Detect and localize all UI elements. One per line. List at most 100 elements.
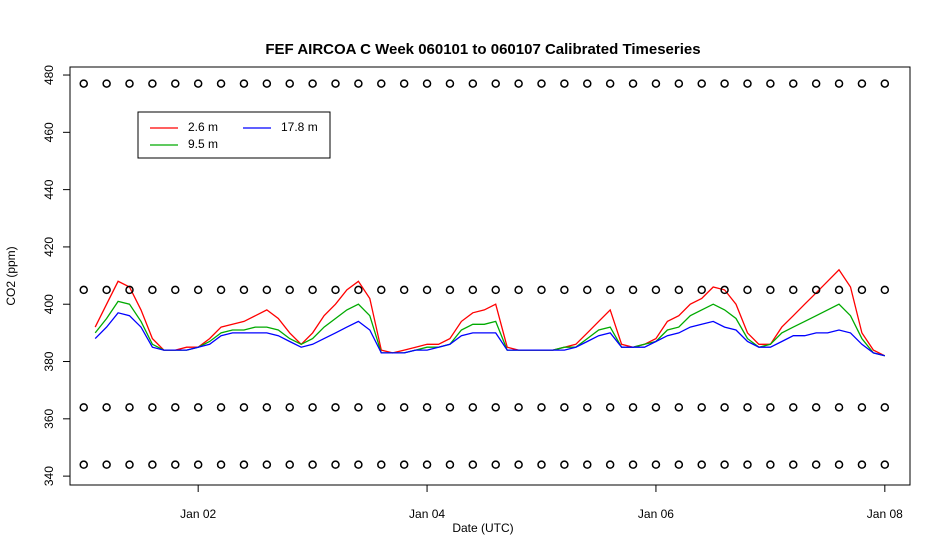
calibration-marker (834, 403, 844, 412)
calibration-marker (628, 285, 638, 295)
y-tick-label: 360 (42, 408, 56, 428)
calibration-marker (583, 460, 592, 469)
calibration-marker (834, 285, 844, 295)
calibration-marker (331, 403, 340, 412)
calibration-marker (148, 285, 157, 295)
y-tick-label: 340 (42, 466, 56, 486)
legend-label: 2.6 m (188, 120, 218, 134)
calibration-marker (605, 285, 615, 295)
calibration-marker (560, 403, 569, 412)
calibration-marker (399, 285, 409, 295)
calibration-marker (102, 79, 111, 88)
calibration-marker (880, 79, 890, 88)
calibration-marker (422, 403, 432, 412)
x-tick-label: Jan 08 (867, 507, 903, 521)
calibration-marker (125, 285, 134, 295)
calibration-marker (445, 285, 455, 295)
series-line (94, 268, 886, 357)
calibration-marker (102, 403, 111, 412)
calibration-marker (811, 79, 821, 88)
calibration-marker (308, 285, 317, 295)
calibration-marker (354, 460, 363, 469)
calibration-marker (377, 79, 386, 88)
calibration-marker (674, 403, 684, 412)
calibration-marker (560, 285, 569, 295)
calibration-marker (857, 460, 867, 469)
calibration-marker (697, 460, 706, 469)
x-axis-label: Date (UTC) (452, 521, 513, 535)
y-tick-label: 400 (42, 294, 56, 314)
calibration-marker (468, 79, 478, 88)
calibration-marker (193, 460, 203, 469)
x-tick-label: Jan 06 (638, 507, 674, 521)
calibration-marker (743, 460, 752, 469)
calibration-marker (491, 285, 500, 295)
calibration-marker (697, 79, 706, 88)
calibration-marker (880, 460, 890, 469)
plot-frame (69, 66, 911, 486)
calibration-marker (583, 403, 592, 412)
calibration-marker (583, 285, 592, 295)
calibration-marker (285, 403, 294, 412)
calibration-marker (674, 285, 684, 295)
calibration-marker (491, 460, 500, 469)
calibration-marker (239, 403, 249, 412)
calibration-marker (308, 460, 317, 469)
calibration-marker (468, 285, 478, 295)
calibration-marker (651, 403, 661, 412)
calibration-marker (125, 403, 134, 412)
calibration-marker (354, 79, 363, 88)
calibration-marker (79, 79, 88, 88)
calibration-marker (193, 79, 203, 88)
calibration-marker (422, 285, 432, 295)
calibration-marker (857, 403, 867, 412)
calibration-marker (422, 79, 432, 88)
calibration-marker (697, 403, 706, 412)
calibration-marker (560, 79, 569, 88)
calibration-marker (628, 79, 638, 88)
calibration-marker (125, 460, 134, 469)
calibration-marker (766, 79, 775, 88)
y-tick-label: 420 (42, 237, 56, 257)
calibration-marker (354, 285, 363, 295)
calibration-marker (216, 285, 226, 295)
calibration-marker (811, 403, 821, 412)
calibration-marker (148, 460, 157, 469)
calibration-marker (514, 460, 523, 469)
calibration-marker (262, 460, 272, 469)
calibration-marker (216, 403, 226, 412)
legend-label: 9.5 m (188, 137, 218, 151)
calibration-marker (445, 79, 455, 88)
x-tick-label: Jan 02 (180, 507, 216, 521)
calibration-marker (743, 403, 752, 412)
calibration-marker (193, 285, 203, 295)
calibration-marker (422, 460, 432, 469)
calibration-marker (560, 460, 569, 469)
calibration-marker (79, 285, 88, 295)
calibration-marker (857, 79, 867, 88)
calibration-marker (262, 79, 272, 88)
calibration-marker (239, 79, 249, 88)
series-line (94, 312, 885, 357)
y-tick-label: 460 (42, 122, 56, 142)
calibration-marker (605, 79, 615, 88)
calibration-marker (628, 460, 638, 469)
calibration-marker (171, 403, 180, 412)
calibration-marker (468, 460, 478, 469)
calibration-marker (789, 460, 798, 469)
calibration-marker (743, 79, 752, 88)
calibration-marker (125, 79, 134, 88)
calibration-marker (720, 403, 729, 412)
calibration-marker (766, 403, 775, 412)
series-line (94, 300, 885, 357)
calibration-marker (216, 79, 226, 88)
calibration-marker (308, 403, 317, 412)
calibration-marker (354, 403, 363, 412)
calibration-marker (720, 285, 729, 295)
calibration-marker (605, 403, 615, 412)
calibration-marker (766, 460, 775, 469)
calibration-marker (743, 285, 752, 295)
calibration-marker (537, 79, 546, 88)
calibration-marker (193, 403, 203, 412)
